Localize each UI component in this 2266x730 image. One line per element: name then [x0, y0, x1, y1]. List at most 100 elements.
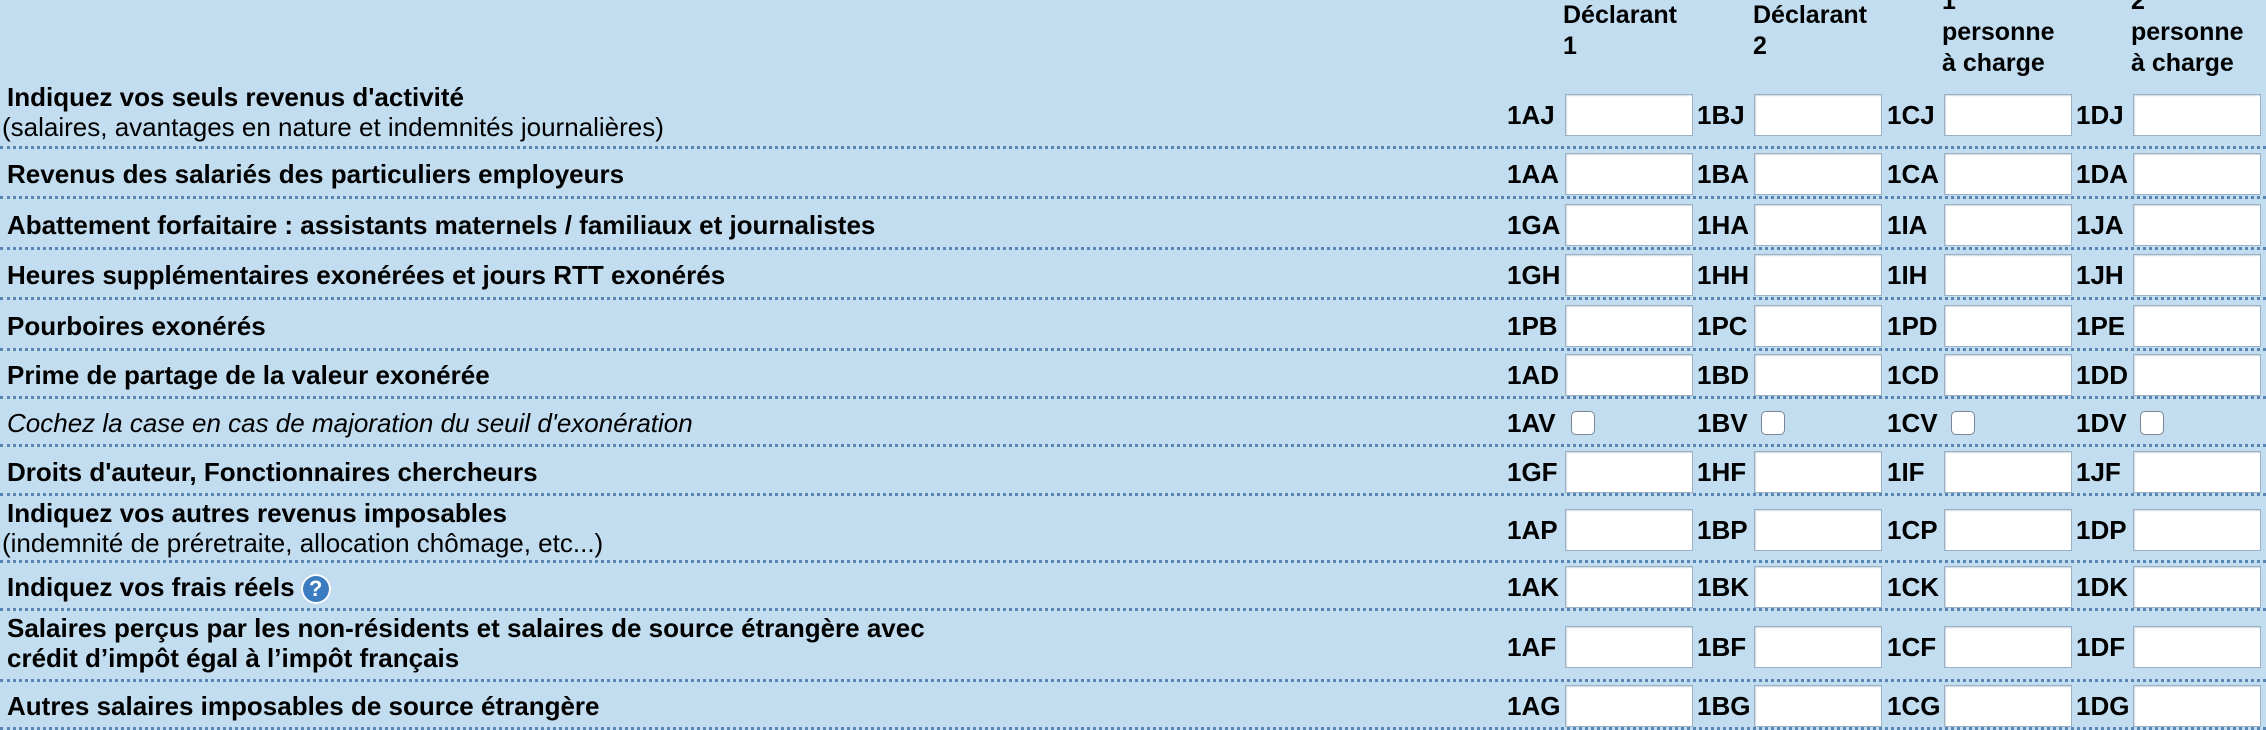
- amount-input[interactable]: [1565, 626, 1693, 668]
- amount-input[interactable]: [1944, 509, 2072, 551]
- amount-input[interactable]: [1944, 204, 2072, 246]
- box-code: 1AG: [1507, 691, 1561, 721]
- row-label-text: Prime de partage de la valeur exonérée: [7, 360, 490, 390]
- row-label: Indiquez vos frais réels?: [7, 572, 331, 605]
- box-code: 1DF: [2076, 632, 2126, 662]
- row-label: Prime de partage de la valeur exonérée: [7, 360, 490, 390]
- question-mark-icon[interactable]: ?: [300, 574, 331, 605]
- amount-input[interactable]: [2133, 305, 2261, 347]
- amount-input[interactable]: [1565, 94, 1693, 136]
- row-label: Pourboires exonérés: [7, 311, 266, 341]
- amount-input[interactable]: [1944, 94, 2072, 136]
- majoration-checkbox[interactable]: [1571, 411, 1595, 435]
- majoration-checkbox[interactable]: [1951, 411, 1975, 435]
- amount-input[interactable]: [2133, 204, 2261, 246]
- row-label: Indiquez vos seuls revenus d'activité (sa…: [2, 82, 664, 142]
- row-label: Salaires perçus par les non-résidents et…: [7, 613, 925, 673]
- box-code: 1AV: [1507, 408, 1556, 438]
- box-code: 1CD: [1887, 360, 1940, 390]
- amount-input[interactable]: [2133, 354, 2261, 396]
- amount-input[interactable]: [2133, 254, 2261, 296]
- amount-input[interactable]: [1565, 204, 1693, 246]
- amount-input[interactable]: [1565, 153, 1693, 195]
- form-row: Pourboires exonérés 1PB 1PC 1PD 1PE: [0, 300, 2266, 351]
- amount-input[interactable]: [1754, 254, 1882, 296]
- row-label: Droits d'auteur, Fonctionnaires chercheu…: [7, 457, 538, 487]
- form-row: Abattement forfaitaire : assistants mate…: [0, 199, 2266, 250]
- amount-input[interactable]: [1565, 354, 1693, 396]
- amount-input[interactable]: [1754, 204, 1882, 246]
- amount-input[interactable]: [1944, 451, 2072, 493]
- box-code: 1IA: [1887, 210, 1928, 240]
- amount-input[interactable]: [1565, 254, 1693, 296]
- box-code: 1DJ: [2076, 100, 2124, 130]
- box-code: 1BA: [1697, 159, 1750, 189]
- box-code: 1GA: [1507, 210, 1561, 240]
- box-code: 1PB: [1507, 311, 1558, 341]
- amount-input[interactable]: [1944, 305, 2072, 347]
- amount-input[interactable]: [1944, 254, 2072, 296]
- row-label: Revenus des salariés des particuliers em…: [7, 159, 624, 189]
- amount-input[interactable]: [1565, 509, 1693, 551]
- amount-input[interactable]: [1944, 685, 2072, 727]
- amount-input[interactable]: [1565, 305, 1693, 347]
- column-header-line: 2: [1753, 32, 1767, 60]
- box-code: 1DD: [2076, 360, 2129, 390]
- box-code: 1BG: [1697, 691, 1751, 721]
- amount-input[interactable]: [1754, 685, 1882, 727]
- amount-input[interactable]: [1944, 626, 2072, 668]
- amount-input[interactable]: [2133, 626, 2261, 668]
- amount-input[interactable]: [1754, 626, 1882, 668]
- row-label-text: Cochez la case en cas de majoration du s…: [7, 408, 693, 438]
- box-code: 1JA: [2076, 210, 2124, 240]
- box-code: 1AD: [1507, 360, 1560, 390]
- amount-input[interactable]: [1944, 566, 2072, 608]
- row-label-text: Salaires perçus par les non-résidents et…: [7, 613, 925, 643]
- row-label: Abattement forfaitaire : assistants mate…: [7, 210, 875, 240]
- amount-input[interactable]: [1754, 566, 1882, 608]
- column-header-line: Déclarant: [1563, 1, 1677, 29]
- box-code: 1BV: [1697, 408, 1748, 438]
- box-code: 1PC: [1697, 311, 1748, 341]
- row-label: Cochez la case en cas de majoration du s…: [7, 408, 693, 438]
- amount-input[interactable]: [1754, 305, 1882, 347]
- box-code: 1GH: [1507, 260, 1561, 290]
- amount-input[interactable]: [2133, 566, 2261, 608]
- amount-input[interactable]: [1565, 685, 1693, 727]
- majoration-checkbox[interactable]: [2140, 411, 2164, 435]
- amount-input[interactable]: [2133, 94, 2261, 136]
- row-label: Autres salaires imposables de source étr…: [7, 691, 600, 721]
- row-label-text: Indiquez vos seuls revenus d'activité: [7, 82, 465, 112]
- amount-input[interactable]: [2133, 685, 2261, 727]
- form-row: Autres salaires imposables de source étr…: [0, 682, 2266, 730]
- box-code: 1HA: [1697, 210, 1750, 240]
- amount-input[interactable]: [1565, 451, 1693, 493]
- majoration-checkbox[interactable]: [1761, 411, 1785, 435]
- row-label-text: Autres salaires imposables de source étr…: [7, 691, 600, 721]
- box-code: 1DK: [2076, 572, 2129, 602]
- box-code: 1HH: [1697, 260, 1750, 290]
- column-header-line: 2ème: [2131, 0, 2175, 15]
- amount-input[interactable]: [1754, 153, 1882, 195]
- box-code: 1AK: [1507, 572, 1560, 602]
- amount-input[interactable]: [2133, 153, 2261, 195]
- amount-input[interactable]: [1754, 94, 1882, 136]
- row-label-text: Revenus des salariés des particuliers em…: [7, 159, 625, 189]
- amount-input[interactable]: [1754, 509, 1882, 551]
- box-code: 1CK: [1887, 572, 1940, 602]
- box-code: 1BF: [1697, 632, 1747, 662]
- row-label-text: Indiquez vos frais réels: [7, 572, 295, 602]
- amount-input[interactable]: [1754, 451, 1882, 493]
- form-row: Revenus des salariés des particuliers em…: [0, 149, 2266, 199]
- amount-input[interactable]: [1565, 566, 1693, 608]
- row-label-text: Heures supplémentaires exonérées et jour…: [7, 260, 726, 290]
- amount-input[interactable]: [1944, 354, 2072, 396]
- row-label: Heures supplémentaires exonérées et jour…: [7, 260, 725, 290]
- amount-input[interactable]: [1754, 354, 1882, 396]
- box-code: 1BJ: [1697, 100, 1745, 130]
- amount-input[interactable]: [2133, 451, 2261, 493]
- form-row: Cochez la case en cas de majoration du s…: [0, 399, 2266, 447]
- amount-input[interactable]: [2133, 509, 2261, 551]
- row-sublabel: (indemnité de préretraite, allocation ch…: [2, 528, 604, 558]
- amount-input[interactable]: [1944, 153, 2072, 195]
